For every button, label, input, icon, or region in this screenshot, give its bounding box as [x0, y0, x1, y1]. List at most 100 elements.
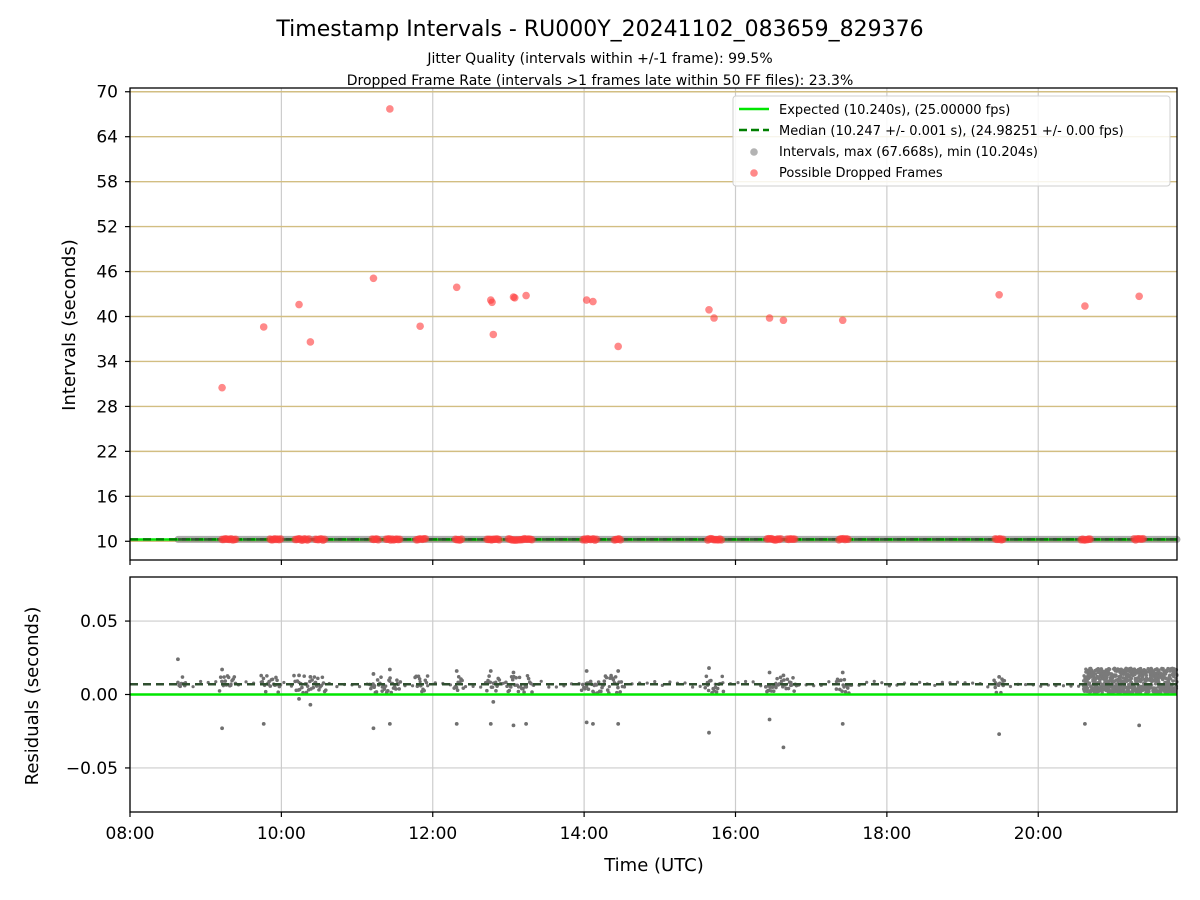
residual-point	[357, 685, 362, 689]
residual-outlier-point	[511, 670, 516, 675]
residual-point	[454, 685, 459, 690]
residual-point	[517, 675, 522, 680]
residual-point	[275, 678, 279, 683]
intervals-y-tick-label: 46	[96, 263, 118, 283]
residual-point	[487, 674, 491, 678]
residual-point	[971, 681, 975, 685]
intervals-y-tick-label: 34	[96, 352, 118, 372]
residual-point	[645, 681, 649, 685]
residual-point	[997, 681, 1002, 686]
residual-point	[704, 674, 709, 679]
residual-outlier-point	[387, 721, 392, 726]
dropped-frame-point	[1081, 302, 1089, 310]
residual-point	[782, 678, 786, 682]
dropped-frame-point	[306, 338, 315, 346]
residual-point	[259, 680, 263, 684]
residual-outlier-point	[997, 732, 1002, 737]
residual-outlier-point	[261, 721, 266, 726]
residual-point	[840, 689, 844, 694]
residual-outlier-point	[781, 745, 786, 750]
residuals-x-tick-label: 16:00	[711, 824, 760, 844]
residual-point	[302, 674, 307, 678]
residual-point	[214, 680, 218, 684]
residual-point	[504, 680, 508, 685]
residual-outlier-point	[371, 726, 376, 731]
dropped-frame-point	[452, 283, 461, 292]
dropped-frame-point	[1135, 292, 1143, 301]
residual-dense-point	[1114, 673, 1118, 677]
intervals-plot: 10 16 22 28 34 40 46 52 58 64 70	[96, 83, 1181, 565]
residual-point	[842, 677, 847, 682]
intervals-y-tick-label: 16	[96, 487, 118, 507]
residual-point	[715, 686, 720, 691]
residual-point	[373, 684, 377, 688]
residual-point	[229, 683, 233, 687]
residual-point	[721, 689, 726, 694]
residual-point	[1039, 684, 1043, 688]
residual-point	[530, 690, 534, 694]
residual-outlier-point	[584, 720, 589, 725]
residual-point	[199, 679, 203, 684]
residuals-y-axis-label: Residuals (seconds)	[22, 607, 43, 786]
residual-dense-point	[1172, 674, 1176, 679]
residual-point	[455, 688, 460, 693]
residual-point	[380, 689, 384, 693]
dropped-frame-low-point	[592, 535, 601, 544]
residuals-y-tick-label: 0.05	[80, 612, 118, 632]
residual-point	[592, 684, 596, 688]
residual-point	[422, 688, 426, 693]
residual-point	[425, 674, 430, 678]
residual-point	[270, 677, 275, 682]
dropped-frame-point	[369, 274, 378, 283]
residual-point	[579, 688, 584, 693]
residuals-x-tick-label: 08:00	[106, 824, 155, 844]
residual-point	[312, 675, 317, 679]
residual-outlier-point	[488, 669, 493, 673]
residual-point	[586, 687, 591, 692]
residual-outlier-point	[1137, 723, 1142, 728]
dropped-frame-low-point	[717, 536, 726, 544]
dropped-frame-point	[765, 314, 774, 322]
residual-point	[463, 685, 468, 689]
residual-point	[261, 676, 266, 681]
residual-dense-point	[1111, 675, 1115, 680]
residual-point	[993, 685, 998, 690]
residual-point	[217, 689, 222, 693]
residual-dense-point	[1171, 679, 1175, 683]
residual-point	[743, 679, 748, 684]
residuals-x-tick-label: 10:00	[257, 824, 306, 844]
legend-dot-swatch	[750, 148, 758, 156]
residual-point	[388, 679, 392, 684]
intervals-y-tick-label: 64	[96, 128, 118, 148]
residual-point	[751, 680, 755, 684]
dropped-frame-point	[510, 293, 519, 302]
dropped-frame-point	[489, 330, 498, 339]
residual-outlier-point	[707, 666, 711, 670]
residual-dense-point	[1165, 669, 1169, 674]
residual-point	[872, 679, 876, 683]
residual-dense-point	[1093, 672, 1098, 676]
residual-point	[259, 673, 263, 678]
residual-point	[220, 679, 224, 684]
dropped-frame-low-point	[616, 536, 625, 544]
residual-outlier-point	[488, 721, 493, 726]
residual-point	[426, 684, 430, 688]
residual-dense-point	[1168, 677, 1173, 681]
residual-point	[785, 677, 790, 682]
residual-point	[282, 680, 286, 685]
chart-subtitle-jitter: Jitter Quality (intervals within +/-1 fr…	[426, 51, 772, 67]
residual-point	[320, 675, 325, 680]
residual-point	[375, 678, 380, 682]
legend: Expected (10.240s), (25.00000 fps) Median…	[732, 95, 1171, 187]
residual-point	[602, 679, 607, 684]
residual-point	[494, 689, 498, 693]
residual-point	[827, 680, 831, 684]
residual-point	[410, 684, 415, 688]
residual-outlier-point	[308, 702, 313, 707]
dropped-frame-point	[386, 105, 394, 113]
dropped-frame-point	[995, 290, 1003, 299]
residual-point	[1077, 684, 1081, 688]
residual-point	[703, 685, 708, 690]
residual-point	[622, 685, 627, 689]
residual-point	[834, 687, 839, 691]
